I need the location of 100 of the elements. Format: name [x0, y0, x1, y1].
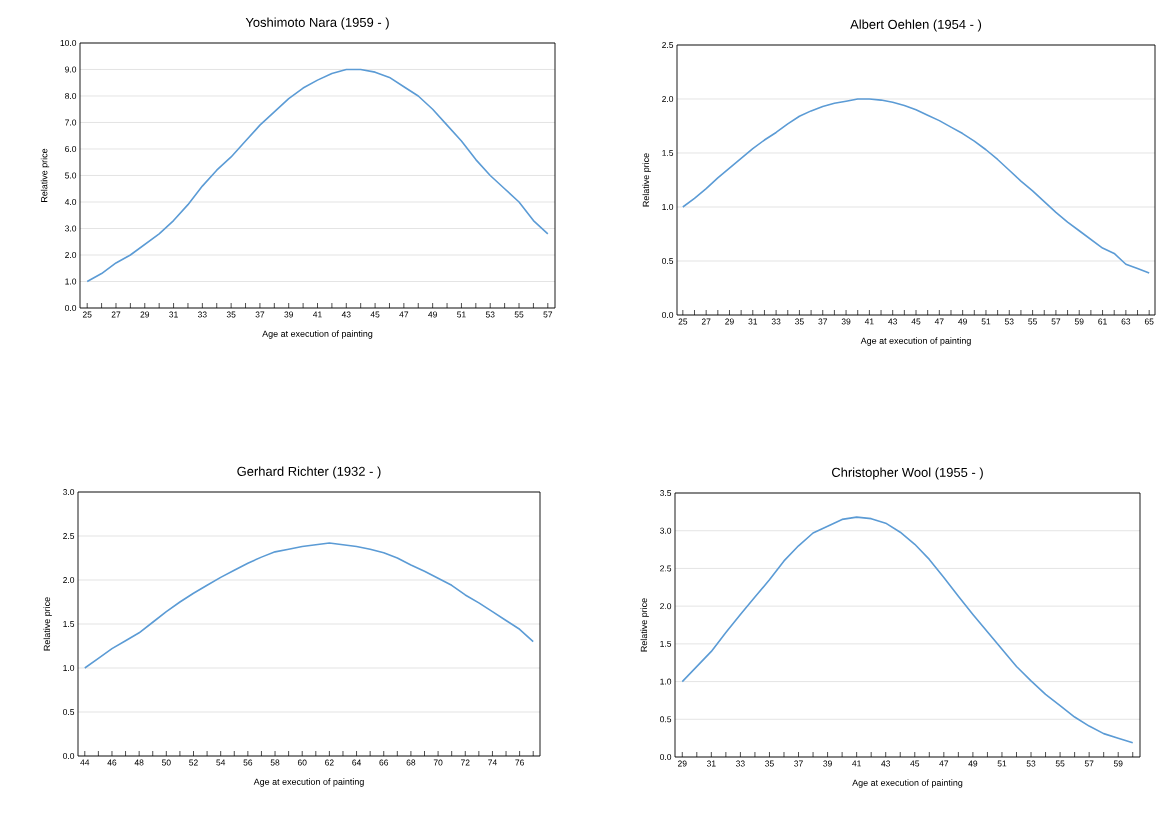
- y-tick-label: 8.0: [65, 93, 77, 99]
- x-axis-title: Age at execution of painting: [852, 779, 963, 788]
- x-tick-label: 25: [82, 311, 92, 318]
- x-tick-label: 57: [1051, 318, 1061, 325]
- y-tick-label: 6.0: [65, 146, 77, 152]
- x-tick-label: 37: [794, 760, 803, 767]
- y-tick-label: 3.0: [65, 225, 77, 232]
- y-tick-label: 2.5: [63, 533, 75, 539]
- y-tick-label: 1.0: [63, 665, 75, 671]
- y-tick-label: 3.5: [660, 490, 672, 496]
- y-axis-title: Relative price: [640, 598, 649, 652]
- y-tick-label: 0.5: [63, 709, 75, 715]
- x-tick-label: 66: [379, 759, 389, 766]
- y-tick-label: 2.5: [660, 565, 672, 572]
- y-tick-label: 0.5: [660, 716, 672, 723]
- x-tick-label: 52: [189, 759, 198, 766]
- x-tick-label: 33: [771, 318, 781, 325]
- chart-title: Christopher Wool (1955 - ): [831, 467, 983, 480]
- y-tick-label: 2.0: [63, 577, 75, 583]
- chart-title: Albert Oehlen (1954 - ): [850, 19, 982, 32]
- x-tick-label: 27: [111, 311, 121, 318]
- x-tick-label: 57: [1084, 760, 1094, 767]
- y-tick-label: 1.0: [660, 678, 672, 685]
- x-tick-label: 59: [1074, 318, 1084, 325]
- x-tick-label: 39: [841, 318, 851, 325]
- x-axis-title: Age at execution of painting: [262, 330, 373, 339]
- x-tick-label: 41: [312, 311, 322, 318]
- x-tick-label: 53: [485, 311, 495, 318]
- x-tick-label: 45: [370, 311, 380, 318]
- x-axis-title: Age at execution of painting: [253, 778, 364, 787]
- y-axis-title: Relative price: [43, 597, 52, 651]
- y-tick-label: 0.5: [662, 258, 674, 264]
- x-tick-label: 43: [881, 760, 891, 767]
- x-tick-label: 47: [939, 760, 949, 767]
- x-tick-label: 29: [140, 311, 150, 318]
- x-tick-label: 53: [1026, 760, 1036, 767]
- x-tick-label: 39: [284, 311, 294, 318]
- x-tick-label: 61: [1098, 318, 1107, 325]
- x-tick-label: 33: [197, 311, 207, 318]
- x-tick-label: 58: [270, 759, 280, 766]
- chart-title: Yoshimoto Nara (1959 - ): [245, 17, 389, 30]
- x-tick-label: 50: [161, 759, 171, 766]
- x-tick-label: 59: [1113, 760, 1123, 767]
- x-tick-label: 35: [765, 760, 774, 767]
- x-tick-label: 70: [433, 759, 443, 766]
- y-tick-label: 0.0: [662, 312, 674, 318]
- y-tick-label: 3.0: [660, 527, 672, 534]
- y-tick-label: 3.0: [63, 489, 75, 495]
- x-tick-label: 27: [701, 318, 711, 325]
- x-tick-label: 35: [226, 311, 236, 318]
- y-axis-title: Relative price: [642, 153, 651, 207]
- x-tick-label: 37: [255, 311, 265, 318]
- y-tick-label: 9.0: [65, 66, 77, 73]
- x-tick-label: 57: [543, 311, 553, 318]
- x-tick-label: 31: [706, 760, 716, 767]
- x-tick-label: 68: [406, 759, 416, 766]
- y-axis-title: Relative price: [40, 148, 50, 202]
- x-tick-label: 45: [910, 760, 920, 767]
- x-tick-label: 51: [457, 311, 466, 318]
- x-tick-label: 51: [997, 760, 1007, 767]
- x-tick-label: 55: [1028, 318, 1037, 325]
- y-tick-label: 1.0: [65, 278, 77, 285]
- x-axis-title: Age at execution of painting: [860, 337, 971, 346]
- x-tick-label: 49: [958, 318, 967, 325]
- y-tick-label: 2.0: [65, 252, 77, 258]
- x-tick-label: 46: [107, 759, 117, 766]
- x-tick-label: 41: [852, 760, 861, 767]
- y-tick-label: 4.0: [64, 199, 77, 205]
- x-tick-label: 47: [934, 318, 944, 325]
- chart-title: Gerhard Richter (1932 - ): [237, 466, 381, 479]
- y-tick-label: 1.5: [63, 621, 75, 627]
- y-tick-label: 1.5: [662, 150, 674, 156]
- y-tick-label: 1.5: [660, 640, 672, 647]
- x-tick-label: 49: [428, 311, 437, 318]
- y-tick-label: 7.0: [65, 119, 77, 126]
- x-tick-label: 29: [677, 760, 687, 767]
- x-tick-label: 54: [216, 759, 226, 766]
- x-tick-label: 49: [968, 760, 978, 767]
- x-tick-label: 55: [1055, 760, 1065, 767]
- x-tick-label: 60: [297, 759, 307, 766]
- x-tick-label: 37: [818, 318, 828, 325]
- y-tick-label: 1.0: [662, 204, 674, 210]
- x-tick-label: 55: [514, 311, 524, 318]
- x-tick-label: 43: [341, 311, 351, 318]
- y-tick-label: 2.0: [660, 603, 672, 610]
- x-tick-label: 48: [134, 759, 144, 766]
- x-tick-label: 74: [488, 759, 497, 766]
- y-tick-label: 5.0: [65, 172, 77, 179]
- y-tick-label: 0.0: [65, 305, 77, 311]
- x-tick-label: 39: [823, 760, 832, 767]
- x-tick-label: 29: [725, 318, 734, 325]
- x-tick-label: 41: [864, 318, 874, 325]
- y-tick-label: 2.5: [662, 42, 674, 48]
- y-tick-label: 0.0: [660, 754, 672, 760]
- x-tick-label: 64: [352, 759, 362, 766]
- x-tick-label: 62: [325, 759, 334, 766]
- y-tick-label: 2.0: [662, 96, 674, 102]
- x-tick-label: 35: [795, 318, 804, 325]
- x-tick-label: 44: [80, 759, 90, 766]
- x-tick-label: 72: [460, 759, 470, 766]
